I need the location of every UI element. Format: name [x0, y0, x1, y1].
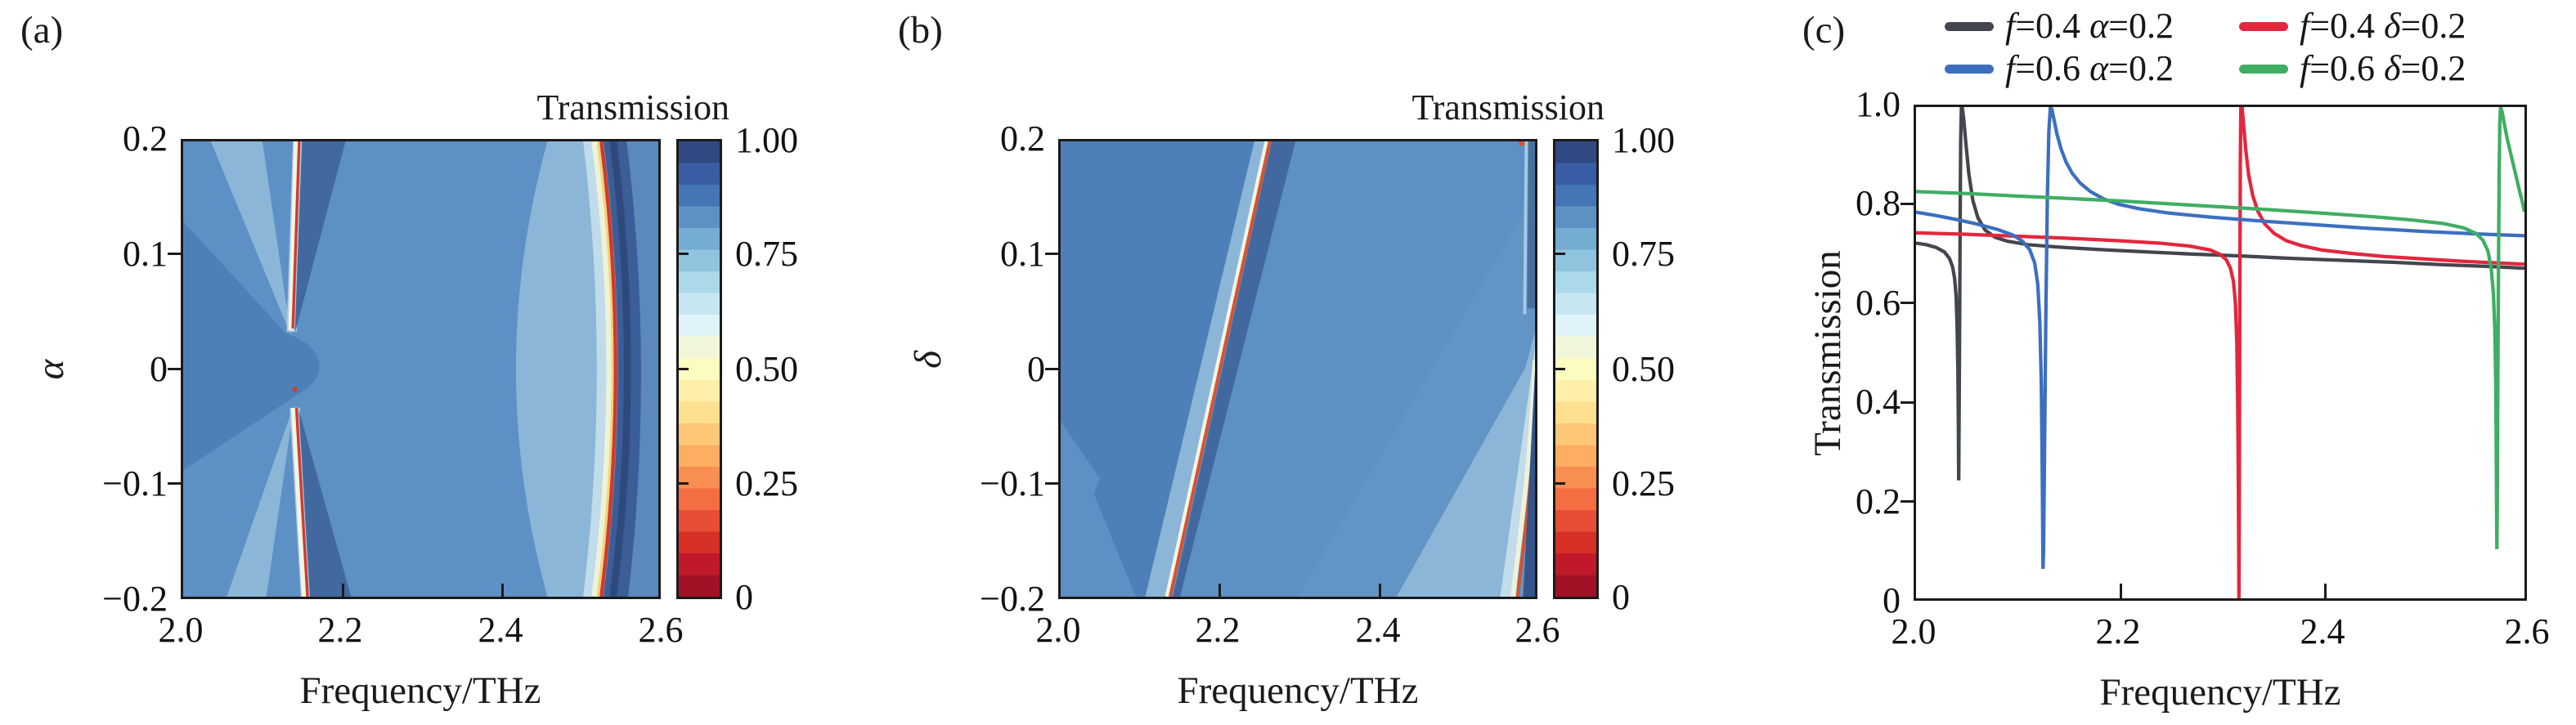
panel-b-ytick-0: 0: [1027, 349, 1045, 389]
panel-b-cbtick-0.50: 0.50: [1612, 349, 1675, 389]
panel-c-ytick-1.0: 1.0: [1856, 84, 1901, 124]
panel-b-cbtick-0: 0: [1612, 577, 1630, 617]
legend-swatch-green: [2239, 65, 2288, 74]
panel-c-ytickmark: [1901, 302, 1914, 305]
panel-c-ytick-0.6: 0.6: [1856, 282, 1901, 323]
panel-b-colorbar-title: Transmission: [1411, 87, 1604, 128]
line-chart: [1916, 107, 2524, 598]
panel-a-ytickmark: [168, 368, 181, 370]
legend-item-1: f=0.4 α=0.2: [2005, 6, 2174, 46]
panel-a-colorbar-tickmark: [679, 368, 689, 370]
panel-a-colorbar-title: Transmission: [536, 87, 729, 128]
legend-item-3: f=0.6 α=0.2: [2005, 48, 2174, 88]
panel-b-y-axis-label: δ: [907, 351, 949, 369]
panel-b-cbtick-1.00: 1.00: [1612, 120, 1675, 160]
panel-a-colorbar-tickmark: [679, 482, 689, 485]
panel-b-x-axis-label: Frequency/THz: [1177, 669, 1419, 712]
panel-b-ytick--0.1: −0.1: [980, 463, 1045, 503]
panel-a-cbtick-0.25: 0.25: [735, 463, 798, 503]
panel-b-xtick-2.6: 2.6: [1515, 610, 1560, 650]
heatmap-a: [183, 141, 658, 597]
panel-a-cbtick-0.50: 0.50: [735, 349, 798, 389]
panel-b-ytickmark: [1045, 253, 1058, 255]
panel-a-cbtick-0.75: 0.75: [735, 234, 798, 274]
panel-b-xtick-2.2: 2.2: [1195, 610, 1241, 650]
panel-a-xtick-2.0: 2.0: [158, 610, 204, 650]
panel-c-y-axis-label: Transmission: [1806, 250, 1849, 456]
legend-swatch-red: [2239, 22, 2288, 31]
panel-c-ytick-0: 0: [1883, 580, 1901, 620]
panel-b-ytick-0.2: 0.2: [1000, 119, 1045, 159]
panel-a-x-axis-label: Frequency/THz: [299, 669, 541, 712]
panel-a-xtick-2.4: 2.4: [478, 610, 523, 650]
panel-c-label: (c): [1802, 9, 1846, 51]
legend-item-4: f=0.6 δ=0.2: [2300, 48, 2466, 88]
panel-b-xtickmark: [1218, 584, 1222, 597]
curve-f0.4-alpha0.2: [1916, 107, 2524, 481]
panel-a-ytickmark: [168, 253, 181, 255]
panel-b-label: (b): [898, 9, 943, 51]
panel-b-plot: [1058, 139, 1537, 599]
panel-a-cbtick-0: 0: [735, 577, 753, 617]
panel-c-ytick-0.8: 0.8: [1856, 183, 1901, 224]
curve-f0.4-delta0.2: [1916, 107, 2524, 598]
panel-c-plot: [1914, 105, 2527, 601]
heatmap-b: [1061, 141, 1535, 597]
panel-c-ytickmark: [1901, 401, 1914, 404]
heatmap-b-left-features: [1061, 141, 1260, 597]
panel-a-ytick-0.2: 0.2: [123, 119, 168, 159]
panel-a-ytick-0.1: 0.1: [123, 234, 168, 274]
panel-c-xtickmark: [2119, 584, 2122, 598]
heatmap-a-fano-line: [286, 141, 352, 597]
panel-a-ytickmark: [168, 482, 181, 485]
panel-c-ytick-0.2: 0.2: [1856, 481, 1901, 521]
panel-b-colorbar-tickmark: [1555, 253, 1565, 255]
heatmap-b-fano-line: [1145, 141, 1296, 597]
panel-c-ytickmark: [1901, 202, 1914, 205]
panel-c-xtick-2.0: 2.0: [1891, 611, 1936, 651]
legend-swatch-black: [1945, 22, 1994, 31]
panel-c-x-axis-label: Frequency/THz: [2099, 671, 2341, 714]
panel-b-colorbar-tickmark: [1555, 368, 1565, 370]
panel-c-xtick-2.6: 2.6: [2504, 611, 2550, 651]
curve-f0.6-delta0.2: [1916, 107, 2524, 549]
panel-b-ytickmark: [1045, 482, 1058, 485]
panel-b-xtick-2.4: 2.4: [1355, 610, 1401, 650]
panel-a-ytick--0.1: −0.1: [102, 463, 168, 503]
panel-b-ytick--0.2: −0.2: [980, 579, 1045, 619]
heatmap-b-right-features: [1298, 141, 1535, 597]
panel-c-xtick-2.4: 2.4: [2300, 611, 2345, 651]
panel-a-xtick-2.2: 2.2: [317, 610, 363, 650]
legend-item-2: f=0.4 δ=0.2: [2300, 6, 2466, 46]
panel-a-ytick-0: 0: [150, 349, 168, 389]
panel-c-xtickmark: [2323, 584, 2327, 598]
panel-a-cbtick-1.00: 1.00: [735, 120, 798, 160]
panel-c-xtick-2.2: 2.2: [2095, 611, 2141, 651]
panel-a-y-axis-label: α: [29, 359, 72, 380]
panel-c-ytickmark: [1901, 500, 1914, 503]
panel-b-cbtick-0.25: 0.25: [1612, 463, 1675, 503]
panel-a-ytick--0.2: −0.2: [102, 579, 168, 619]
panel-a-colorbar-tickmark: [679, 253, 689, 255]
heatmap-a-broad-resonance: [515, 141, 658, 597]
curve-f0.6-alpha0.2: [1916, 107, 2524, 570]
panel-b-cbtick-0.75: 0.75: [1612, 234, 1675, 274]
panel-b-xtickmark: [1378, 584, 1381, 597]
panel-a-xtickmark: [501, 584, 505, 597]
panel-b-ytickmark: [1045, 368, 1058, 370]
legend-swatch-blue: [1945, 65, 1994, 74]
panel-b-colorbar-tickmark: [1555, 482, 1565, 485]
panel-b-ytick-0.1: 0.1: [1000, 234, 1045, 274]
panel-b-xtick-2.0: 2.0: [1035, 610, 1081, 650]
panel-a-xtickmark: [341, 584, 344, 597]
panel-a-plot: [181, 139, 661, 599]
panel-c-ytick-0.4: 0.4: [1856, 382, 1901, 423]
panel-a-xtick-2.6: 2.6: [638, 610, 684, 650]
panel-a-label: (a): [20, 9, 64, 51]
